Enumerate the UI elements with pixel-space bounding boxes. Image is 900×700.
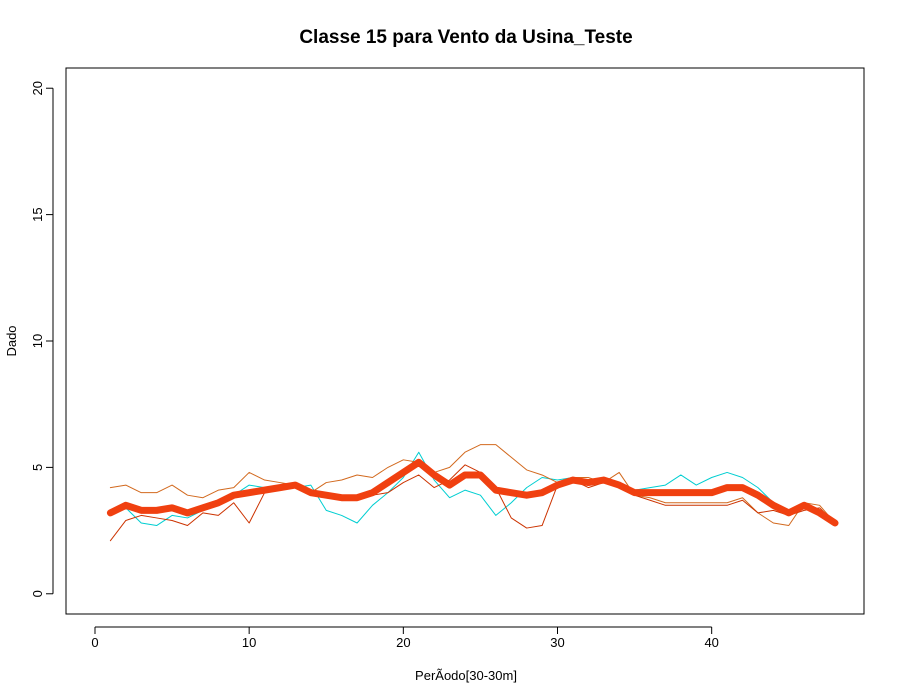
x-tick-label: 10 (242, 635, 256, 650)
axes-layer: 0 10 20 30 40 0 5 10 15 20 (30, 81, 719, 650)
y-tick-label: 0 (30, 590, 45, 597)
series-layer (106, 444, 839, 542)
series-line-2 (109, 444, 836, 527)
x-tick-label: 40 (704, 635, 718, 650)
series-line-4 (106, 458, 839, 527)
x-tick-label: 20 (396, 635, 410, 650)
series-line-3 (109, 464, 836, 542)
x-tick-label: 0 (91, 635, 98, 650)
chart-title: Classe 15 para Vento da Usina_Teste (299, 27, 632, 48)
y-tick-label: 5 (30, 464, 45, 471)
x-axis-label: PerÃ­odo[30-30m] (415, 668, 517, 683)
plot-frame (65, 67, 865, 615)
y-tick-label: 20 (30, 81, 45, 95)
y-axis-label: Dado (4, 325, 19, 356)
y-tick-label: 10 (30, 334, 45, 348)
x-tick-label: 30 (550, 635, 564, 650)
y-tick-label: 15 (30, 207, 45, 221)
